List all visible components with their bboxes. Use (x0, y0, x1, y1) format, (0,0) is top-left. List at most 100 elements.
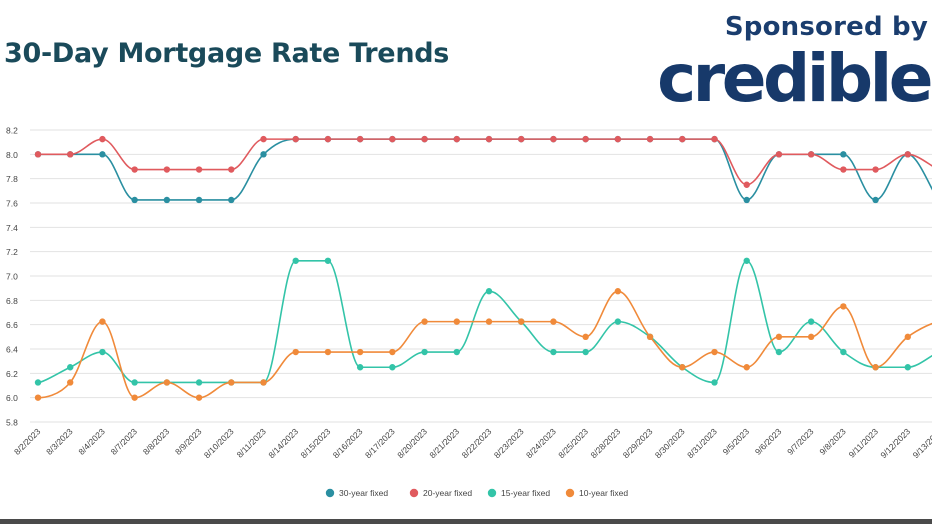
y-tick-label: 7.2 (6, 247, 18, 257)
x-tick-label: 8/2/2023 (12, 426, 43, 457)
legend-swatch (325, 488, 335, 498)
data-point-10-year-fixed (228, 379, 235, 386)
data-point-10-year-fixed (131, 394, 138, 401)
data-point-10-year-fixed (775, 333, 783, 341)
x-axis-ticks: 8/2/2023 8/3/2023 8/4/2023 8/7/2023 8/8/2023… (12, 426, 932, 460)
series-points (34, 135, 911, 401)
x-tick-label: 8/11/2023 (235, 426, 269, 460)
legend-swatch (409, 488, 419, 498)
data-point-15-year-fixed (614, 318, 622, 325)
data-point-15-year-fixed (775, 348, 783, 356)
x-tick-label: 8/7/2023 (109, 426, 140, 457)
data-point-20-year-fixed (872, 166, 879, 173)
data-point-10-year-fixed (260, 379, 267, 386)
data-point-20-year-fixed (99, 135, 106, 143)
x-tick-label: 9/6/2023 (753, 426, 784, 457)
legend-swatch (565, 488, 575, 498)
y-tick-label: 7.4 (6, 223, 18, 233)
x-tick-label: 8/21/2023 (427, 426, 461, 460)
data-point-15-year-fixed (356, 364, 364, 371)
x-tick-label: 8/23/2023 (492, 426, 526, 460)
data-point-15-year-fixed (453, 348, 460, 356)
data-point-20-year-fixed (582, 135, 589, 143)
y-tick-label: 8.2 (6, 126, 18, 136)
data-point-10-year-fixed (646, 333, 654, 341)
data-point-15-year-fixed (195, 379, 203, 386)
data-point-30-year-fixed (840, 151, 847, 158)
x-tick-label: 9/5/2023 (721, 426, 752, 457)
data-point-10-year-fixed (195, 394, 203, 401)
data-point-20-year-fixed (453, 135, 460, 143)
data-point-20-year-fixed (743, 181, 750, 188)
legend-label: 15-year fixed (501, 488, 550, 498)
data-point-30-year-fixed (260, 151, 267, 158)
data-point-15-year-fixed (807, 318, 815, 325)
data-point-10-year-fixed (453, 318, 460, 325)
data-point-10-year-fixed (614, 288, 622, 295)
data-point-20-year-fixed (34, 151, 42, 158)
data-point-20-year-fixed (163, 166, 171, 173)
x-tick-label: 9/7/2023 (785, 426, 816, 457)
legend[interactable]: 30-year fixed 20-year fixed 15-year fixed 1… (325, 488, 629, 498)
x-tick-label: 8/15/2023 (299, 426, 333, 460)
data-point-10-year-fixed (582, 333, 589, 341)
x-tick-label: 8/14/2023 (266, 426, 300, 460)
x-tick-label: 8/20/2023 (395, 426, 429, 460)
y-tick-label: 6.0 (6, 393, 18, 403)
y-tick-label: 7.8 (6, 174, 18, 184)
data-point-20-year-fixed (518, 135, 525, 143)
y-tick-label: 5.8 (6, 418, 18, 428)
sponsored-label: Sponsored by (724, 12, 928, 42)
data-point-10-year-fixed (807, 333, 815, 341)
data-point-20-year-fixed (324, 135, 332, 143)
x-tick-label: 8/28/2023 (588, 426, 622, 460)
chart-title: 30-Day Mortgage Rate Trends (4, 38, 450, 69)
data-point-20-year-fixed (775, 151, 783, 158)
legend-item-10-year-fixed[interactable]: 10-year fixed (565, 488, 629, 498)
x-tick-label: 8/16/2023 (331, 426, 365, 460)
data-point-15-year-fixed (582, 348, 589, 356)
data-point-20-year-fixed (260, 135, 267, 143)
data-point-20-year-fixed (292, 135, 299, 143)
data-point-30-year-fixed (99, 151, 106, 158)
data-point-20-year-fixed (485, 135, 493, 143)
data-point-10-year-fixed (324, 348, 332, 356)
y-tick-label: 7.6 (6, 199, 18, 209)
data-point-15-year-fixed (34, 379, 42, 386)
legend-label: 10-year fixed (579, 488, 628, 498)
legend-item-20-year-fixed[interactable]: 20-year fixed (409, 488, 473, 498)
legend-item-30-year-fixed[interactable]: 30-year fixed (325, 488, 389, 498)
data-point-20-year-fixed (356, 135, 364, 143)
legend-item-15-year-fixed[interactable]: 15-year fixed (487, 488, 551, 498)
x-tick-label: 8/30/2023 (653, 426, 687, 460)
x-tick-label: 8/8/2023 (141, 426, 172, 457)
data-point-10-year-fixed (389, 348, 396, 356)
data-point-20-year-fixed (195, 166, 203, 173)
x-tick-label: 8/17/2023 (363, 426, 397, 460)
data-point-20-year-fixed (421, 135, 428, 143)
data-point-15-year-fixed (67, 364, 74, 371)
data-point-10-year-fixed (67, 379, 74, 386)
data-point-15-year-fixed (711, 379, 718, 386)
data-point-10-year-fixed (485, 318, 493, 325)
data-point-15-year-fixed (421, 348, 428, 356)
data-point-15-year-fixed (840, 348, 847, 356)
y-tick-label: 8.0 (6, 150, 18, 160)
data-point-10-year-fixed (904, 333, 911, 341)
data-point-15-year-fixed (324, 257, 332, 264)
data-point-20-year-fixed (711, 135, 718, 143)
series-line-20-year-fixed (37, 138, 932, 186)
data-point-30-year-fixed (872, 196, 879, 204)
data-point-20-year-fixed (614, 135, 622, 143)
y-tick-label: 6.4 (6, 345, 18, 355)
x-tick-label: 9/12/2023 (878, 426, 912, 460)
data-point-20-year-fixed (67, 151, 74, 158)
data-point-15-year-fixed (389, 364, 396, 371)
data-point-20-year-fixed (389, 135, 396, 143)
data-point-20-year-fixed (646, 135, 654, 143)
data-point-15-year-fixed (131, 379, 138, 386)
data-point-10-year-fixed (421, 318, 428, 325)
data-point-10-year-fixed (292, 348, 299, 356)
x-tick-label: 8/25/2023 (556, 426, 590, 460)
